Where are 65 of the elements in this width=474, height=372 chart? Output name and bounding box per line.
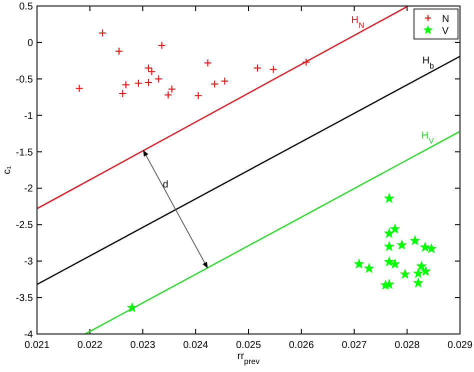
x-tick-label: 0.021 xyxy=(24,340,50,351)
point xyxy=(75,84,84,92)
y-axis-title: c₁ xyxy=(2,165,13,174)
point xyxy=(269,65,278,74)
series-label: H$_{V}$ xyxy=(421,130,435,145)
point xyxy=(122,80,130,89)
y-tick-label: -4 xyxy=(24,330,34,340)
point xyxy=(384,280,394,288)
point xyxy=(158,41,166,50)
point xyxy=(384,228,394,238)
point xyxy=(416,262,426,270)
x-tick-label: 0.025 xyxy=(236,340,262,351)
point xyxy=(384,257,394,266)
point xyxy=(414,278,423,287)
legend-label: V xyxy=(442,26,449,37)
point xyxy=(114,47,123,56)
point xyxy=(253,64,262,72)
point xyxy=(390,224,400,233)
point xyxy=(168,85,176,94)
y-tick-label: -0.5 xyxy=(16,74,34,86)
y-tick-label: -3.5 xyxy=(16,293,34,304)
x-tick-label: 0.026 xyxy=(288,340,314,351)
point xyxy=(410,236,420,245)
y-tick-label: 0.5 xyxy=(19,2,34,12)
point xyxy=(302,58,310,66)
point xyxy=(98,28,107,37)
point xyxy=(164,90,172,99)
x-axis-title: rr$_{prev}$ xyxy=(237,351,260,366)
point xyxy=(194,92,202,100)
point xyxy=(204,58,212,67)
x-tick-label: 0.023 xyxy=(130,340,156,351)
y-tick-label: -2.5 xyxy=(16,220,34,232)
point xyxy=(118,89,127,98)
point xyxy=(384,242,394,250)
y-tick-label: -1 xyxy=(24,110,34,122)
point xyxy=(397,240,406,249)
x-tick-label: 0.022 xyxy=(77,340,103,351)
annotation: d xyxy=(162,179,168,190)
series-label: H$_{N}$ xyxy=(351,15,364,30)
y-tick-label: -2 xyxy=(24,184,34,195)
x-tick-label: 0.028 xyxy=(394,340,420,351)
point xyxy=(420,242,430,252)
point xyxy=(354,259,364,268)
legend-label: N xyxy=(442,14,450,25)
point xyxy=(364,264,374,272)
series-label: H$_{b}$ xyxy=(422,55,435,70)
point xyxy=(210,80,219,88)
y-tick-label: -3 xyxy=(24,256,34,268)
point xyxy=(426,244,436,253)
y-tick-label: 0 xyxy=(27,38,34,49)
point xyxy=(390,259,400,268)
x-tick-label: 0.024 xyxy=(183,340,209,351)
point xyxy=(384,194,394,202)
point xyxy=(421,266,430,276)
point xyxy=(148,68,156,76)
point xyxy=(154,74,163,83)
point xyxy=(220,77,229,86)
point xyxy=(144,64,153,72)
point xyxy=(134,79,143,88)
x-tick-label: 0.029 xyxy=(447,340,473,351)
y-tick-label: -1.5 xyxy=(16,147,34,158)
point xyxy=(400,270,410,278)
point xyxy=(414,268,423,278)
point xyxy=(144,78,153,87)
x-tick-label: 0.027 xyxy=(342,340,368,351)
